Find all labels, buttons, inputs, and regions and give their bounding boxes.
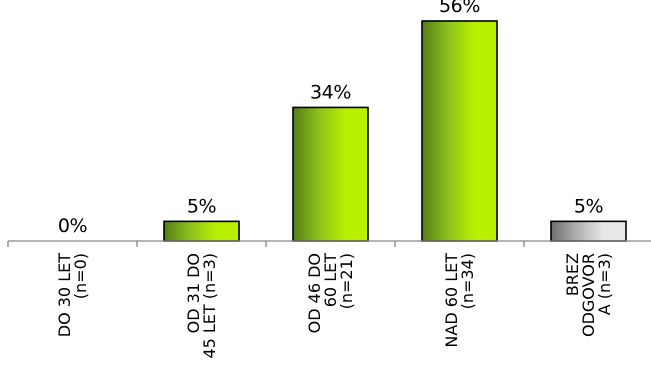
category-label-0: DO 30 LET(n=0)	[55, 253, 90, 337]
category-line: (n=21)	[337, 253, 356, 309]
bar-4	[550, 220, 627, 242]
value-label-2: 34%	[310, 81, 351, 103]
category-line: 60 LET	[321, 253, 340, 307]
category-label-4: BREZODGOVORA (n=3)	[563, 253, 614, 337]
category-text-2: OD 46 DO60 LET(n=21)	[305, 253, 356, 334]
category-label-3: NAD 60 LET(n=34)	[442, 253, 477, 348]
category-line: NAD 60 LET	[442, 253, 461, 348]
category-line: DO 30 LET	[55, 253, 74, 337]
value-label-1: 5%	[187, 195, 216, 217]
category-label-1: OD 31 DO45 LET (n=3)	[184, 253, 219, 359]
category-line: (n=34)	[458, 253, 477, 309]
category-line: ODGOVOR	[579, 253, 598, 337]
value-label-3: 56%	[439, 0, 480, 17]
category-text-3: NAD 60 LET(n=34)	[442, 253, 477, 348]
category-line: A (n=3)	[595, 253, 614, 315]
category-line: OD 46 DO	[305, 253, 324, 333]
bars-layer	[163, 20, 627, 242]
category-line: OD 31 DO	[184, 253, 203, 333]
value-label-0: 0%	[58, 215, 87, 237]
category-text-1: OD 31 DO45 LET (n=3)	[184, 253, 219, 359]
category-line: 45 LET (n=3)	[200, 253, 219, 359]
value-label-4: 5%	[574, 195, 603, 217]
bar-2	[292, 106, 369, 242]
bar-1	[163, 220, 240, 242]
category-labels: DO 30 LET(n=0) OD 31 DO45 LET (n=3) OD 46 …	[55, 253, 614, 359]
category-text-4: BREZODGOVORA (n=3)	[563, 253, 614, 337]
bar-3	[421, 20, 498, 242]
category-label-2: OD 46 DO60 LET(n=21)	[305, 253, 356, 334]
value-labels: 0% 5% 34% 56% 5%	[58, 0, 604, 237]
x-axis	[7, 240, 651, 247]
category-line: BREZ	[563, 253, 582, 296]
category-text-0: DO 30 LET(n=0)	[55, 253, 90, 337]
category-line: (n=0)	[71, 253, 90, 299]
